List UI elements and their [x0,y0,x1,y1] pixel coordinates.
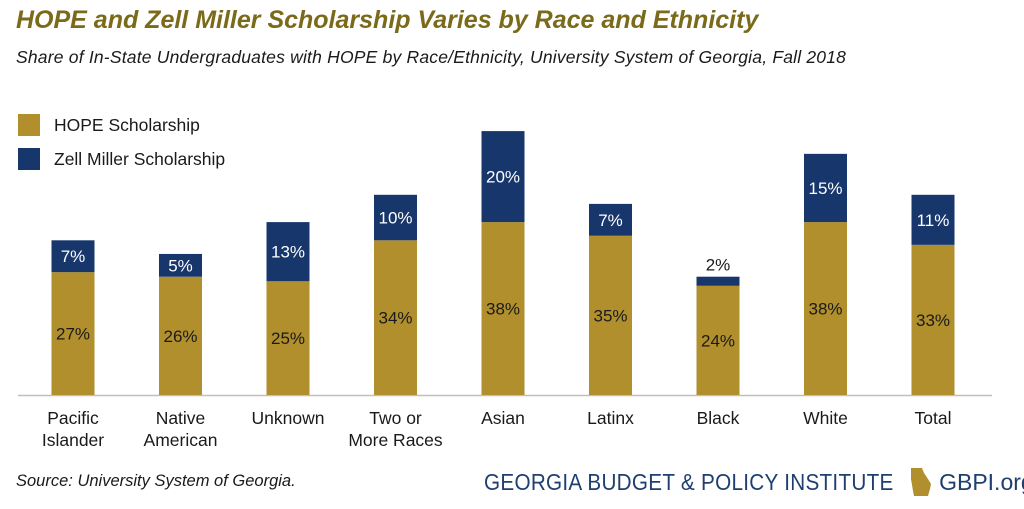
georgia-state-icon [911,468,932,496]
category-label: Two or More Races [348,408,443,450]
data-label-hope: 25% [271,329,305,348]
legend: HOPE Scholarship Zell Miller Scholarship [18,108,225,176]
category-label: Unknown [252,408,325,428]
legend-label-hope: HOPE Scholarship [54,114,200,135]
bar-hope [911,244,955,395]
bar-hope [696,285,740,395]
bar-zell-miller [374,194,417,241]
data-label-hope: 27% [56,325,90,344]
category-label: Asian [481,408,525,428]
footer-branding: GEORGIA BUDGET & POLICY INSTITUTE GBPI.o… [484,463,1024,501]
organization-name: GEORGIA BUDGET & POLICY INSTITUTE [484,468,894,495]
data-label-zell-miller: 2% [706,256,731,275]
category-label-line: Latinx [587,408,634,428]
data-label-zell-miller: 7% [598,211,623,230]
legend-label-zell-miller: Zell Miller Scholarship [54,148,226,169]
data-label-zell-miller: 15% [808,179,842,198]
data-label-hope: 38% [808,300,842,319]
bar-hope [51,272,95,395]
data-label-hope: 35% [593,306,627,325]
stacked-bar-chart: 27% 7% Pacific Islander 26% 5% Native American 2… [18,131,992,450]
chart-subtitle: Share of In-State Undergraduates with HO… [16,47,847,67]
bar-zell-miller [159,253,202,277]
bar-zell-miller [696,276,740,286]
data-label-hope: 34% [378,309,412,328]
category-label: Pacific Islander [42,408,104,450]
category-label: Latinx [587,408,634,428]
category-label: Native American [144,408,218,450]
data-label-hope: 38% [486,300,520,319]
data-label-zell-miller: 10% [378,209,412,228]
bar-zell-miller [804,153,847,223]
bar-hope [589,235,632,395]
category-label-line: Black [697,408,740,428]
chart-title: HOPE and Zell Miller Scholarship Varies … [16,6,759,34]
category-label: Total [915,408,952,428]
bar-hope [804,222,847,395]
source-note: Source: University System of Georgia. [16,472,296,490]
bar-zell-miller [266,222,310,282]
category-label: Black [697,408,740,428]
category-label-line: More Races [348,430,443,450]
bar-zell-miller [589,203,632,236]
legend-item-hope: HOPE Scholarship [18,108,225,142]
category-label-line: Native [156,408,206,428]
bar-hope [159,276,202,395]
data-label-hope: 33% [916,311,950,330]
bar-zell-miller [51,240,95,273]
bar-hope [374,240,417,395]
category-label-line: American [144,430,218,450]
category-label-line: Total [915,408,952,428]
bar-hope [266,281,310,395]
website-link[interactable]: GBPI.org [939,468,1024,495]
data-label-zell-miller: 11% [917,211,950,230]
data-label-hope: 24% [701,331,735,350]
data-label-zell-miller: 7% [61,247,86,266]
data-label-zell-miller: 20% [486,168,520,187]
category-label-line: Unknown [252,408,325,428]
legend-item-zell-miller: Zell Miller Scholarship [18,142,225,176]
legend-swatch-zell-miller [18,148,40,170]
bar-zell-miller [481,131,525,223]
category-label: White [803,408,848,428]
data-label-zell-miller: 5% [168,256,193,275]
data-label-zell-miller: 13% [271,243,305,262]
data-label-hope: 26% [163,327,197,346]
bar-hope [481,222,525,395]
legend-swatch-hope [18,114,40,136]
category-label-line: White [803,408,848,428]
category-label-line: Two or [369,408,422,428]
category-label-line: Asian [481,408,525,428]
bar-zell-miller [911,194,955,245]
category-label-line: Pacific [47,408,99,428]
category-label-line: Islander [42,430,104,450]
